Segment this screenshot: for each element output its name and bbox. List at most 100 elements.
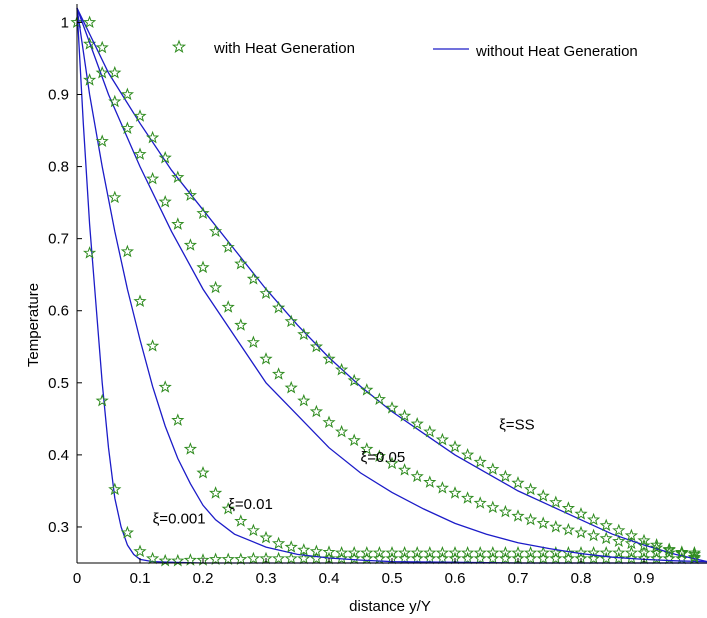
data-point-star [410, 469, 424, 483]
data-point-star [511, 545, 525, 559]
data-point-star [284, 380, 298, 394]
curve-label: ξ=0.01 [228, 496, 273, 513]
series-stars-xi-0001 [70, 15, 701, 567]
data-point-star [284, 540, 298, 553]
data-point-star [398, 545, 412, 559]
data-point-star [196, 465, 210, 479]
data-point-star [435, 551, 449, 565]
data-point-star [83, 246, 97, 259]
data-point-star [183, 553, 197, 566]
data-point-star [108, 190, 122, 204]
data-point-star [272, 551, 286, 565]
data-point-star [448, 545, 462, 559]
data-point-star [385, 545, 399, 559]
legend-star-shape [171, 39, 187, 54]
data-point-star [612, 523, 626, 537]
data-point-star [347, 373, 361, 387]
data-point-star [410, 551, 424, 565]
data-point-star [410, 416, 424, 430]
data-point-star [473, 455, 487, 468]
data-point-star [158, 194, 172, 208]
data-point-star [120, 525, 134, 539]
data-point-star [650, 540, 664, 554]
data-point-star [486, 545, 500, 559]
data-point-star [624, 545, 638, 559]
data-point-star [461, 491, 475, 504]
data-point-star [372, 449, 386, 462]
x-tick-label: 0.6 [445, 570, 466, 587]
data-point-star [221, 552, 235, 566]
data-point-star [146, 130, 160, 144]
data-point-star [297, 551, 311, 565]
y-tick-label: 0.9 [48, 86, 69, 103]
data-point-star [561, 501, 575, 514]
data-point-star [473, 545, 487, 559]
y-tick-label: 0.3 [48, 519, 69, 536]
data-point-star [120, 244, 134, 258]
data-point-star [309, 551, 323, 565]
data-point-star [133, 544, 147, 558]
data-point-star [108, 482, 122, 496]
x-tick-label: 0 [73, 570, 81, 587]
y-tick-label: 0.4 [48, 447, 69, 464]
data-point-star [158, 150, 172, 164]
data-point-star [335, 545, 349, 559]
data-point-star [171, 170, 185, 183]
data-point-star [687, 547, 701, 560]
data-point-star [83, 73, 97, 86]
y-tick-label: 0.7 [48, 231, 69, 248]
data-point-star [259, 530, 273, 544]
data-point-star [146, 339, 160, 352]
data-point-star [612, 534, 626, 547]
data-point-star [322, 415, 336, 429]
data-point-star [423, 551, 437, 565]
data-point-star [561, 551, 575, 565]
data-point-star [146, 171, 160, 185]
legend-label-without-heat: without Heat Generation [475, 43, 638, 60]
data-point-star [486, 462, 500, 475]
data-point-star [549, 495, 563, 509]
data-point-star [372, 392, 386, 405]
data-point-star [536, 489, 550, 502]
data-point-star [511, 476, 525, 489]
data-point-star [347, 551, 361, 565]
data-point-star [259, 286, 273, 300]
data-point-star [209, 224, 223, 238]
data-point-star [196, 260, 210, 274]
x-tick-label: 0.5 [382, 570, 403, 587]
data-point-star [120, 87, 134, 101]
data-point-star [360, 545, 374, 559]
data-point-star [398, 409, 412, 422]
data-point-star [196, 206, 210, 220]
series-stars-xi-SS [83, 15, 701, 563]
data-point-star [183, 238, 197, 251]
data-point-star [587, 528, 601, 542]
data-point-star [461, 551, 475, 565]
data-point-star [183, 442, 197, 455]
data-point-star [486, 500, 500, 514]
plot-area [70, 7, 707, 567]
data-point-star [360, 442, 374, 455]
data-point-star [221, 300, 235, 313]
data-point-star [524, 545, 538, 559]
data-point-star [309, 404, 323, 418]
data-point-star [335, 424, 349, 438]
data-point-star [461, 447, 475, 461]
data-point-star [574, 525, 588, 539]
data-point-star [360, 383, 374, 396]
data-point-star [549, 545, 563, 559]
x-tick-label: 0.2 [193, 570, 214, 587]
data-point-star [246, 272, 260, 285]
data-point-star [574, 545, 588, 559]
data-point-star [410, 545, 424, 559]
data-point-star [385, 401, 399, 414]
data-point-star [524, 512, 538, 526]
data-point-star [385, 456, 399, 470]
series-line-xi-SS [76, 7, 707, 563]
data-point-star [284, 551, 298, 565]
data-point-star [209, 552, 223, 566]
data-point-star [246, 335, 260, 349]
series-line-xi-001 [76, 7, 707, 564]
legend-star-icon [171, 39, 187, 54]
